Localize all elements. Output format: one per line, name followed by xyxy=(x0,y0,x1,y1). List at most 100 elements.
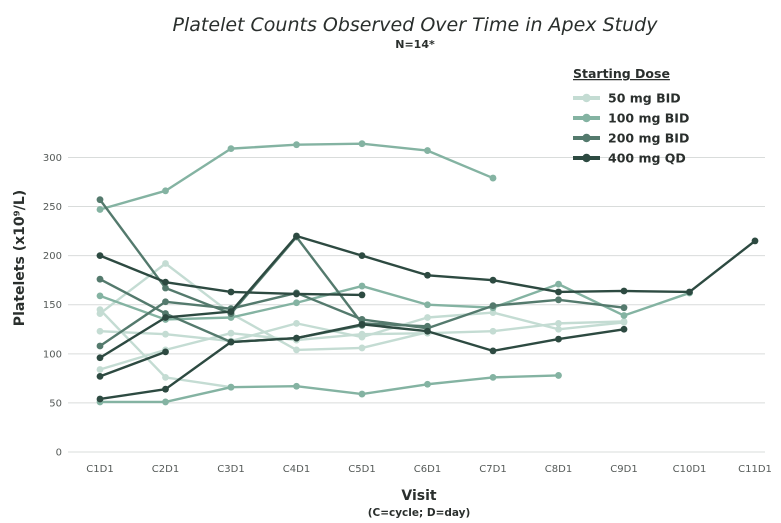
data-point xyxy=(489,302,497,310)
x-axis-ticks: C1D1 C2D1 C3D1 C4D1 C5D1 C6D1 C7D1 C8D1 C9D1 C10D… xyxy=(86,464,772,475)
data-point xyxy=(96,206,104,213)
data-point xyxy=(293,232,300,240)
data-point xyxy=(358,252,366,260)
data-point xyxy=(293,290,300,298)
legend-entry-50-mg: 50 mg BID xyxy=(573,91,681,106)
x-tick-label: C4D1 xyxy=(283,464,310,475)
y-tick-label: 250 xyxy=(43,202,62,213)
series-line xyxy=(99,198,428,328)
data-point xyxy=(162,284,169,292)
data-point xyxy=(424,147,431,154)
data-point xyxy=(96,342,104,350)
legend-swatch-marker xyxy=(582,113,591,123)
x-tick-label: C8D1 xyxy=(545,464,572,475)
y-tick-label: 300 xyxy=(43,153,62,164)
x-tick-label: C7D1 xyxy=(479,464,506,475)
series-line xyxy=(99,142,494,211)
legend-entry-200-mg: 200 mg BID xyxy=(573,131,689,146)
data-point xyxy=(358,316,366,323)
data-point xyxy=(751,237,759,245)
data-point xyxy=(424,271,431,279)
legend-label: 100 mg BID xyxy=(608,111,689,126)
x-tick-label: C11D1 xyxy=(738,464,772,475)
data-point xyxy=(620,318,628,325)
legend-entry-400-mg: 400 mg QD xyxy=(573,151,686,166)
series-lines xyxy=(96,140,759,406)
series-group-400-mg xyxy=(96,320,628,403)
data-point xyxy=(162,373,169,381)
x-tick-label: C2D1 xyxy=(152,464,179,475)
data-point xyxy=(162,260,169,267)
data-point xyxy=(227,383,235,391)
data-point xyxy=(489,174,497,182)
data-point xyxy=(227,338,235,346)
data-point xyxy=(555,319,562,327)
y-tick-label: 100 xyxy=(43,349,62,360)
data-point xyxy=(293,334,300,342)
legend-entry-100-mg: 100 mg BID xyxy=(573,111,689,126)
data-point xyxy=(489,373,497,381)
x-tick-label: C10D1 xyxy=(673,464,707,475)
x-tick-label: C3D1 xyxy=(217,464,244,475)
legend-swatch-marker xyxy=(582,153,591,163)
data-point xyxy=(358,291,366,299)
x-axis-subtitle: (C=cycle; D=day) xyxy=(368,507,471,519)
data-point xyxy=(293,382,300,390)
series-line xyxy=(100,374,559,404)
x-tick-label: C1D1 xyxy=(86,464,113,475)
data-point xyxy=(96,327,104,335)
data-point xyxy=(162,314,169,321)
x-tick-label: C6D1 xyxy=(414,464,441,475)
data-point xyxy=(162,398,169,406)
data-point xyxy=(162,348,169,356)
data-point xyxy=(358,140,366,148)
chart-title: Platelet Counts Observed Over Time in Ap… xyxy=(173,14,659,36)
data-point xyxy=(555,335,562,343)
data-point xyxy=(555,372,562,379)
data-point xyxy=(293,346,300,354)
data-point xyxy=(555,288,562,296)
x-tick-label: C5D1 xyxy=(348,464,375,475)
data-point xyxy=(555,296,562,304)
data-point xyxy=(620,325,628,333)
data-point xyxy=(162,385,169,393)
data-point xyxy=(96,395,104,403)
y-tick-label: 200 xyxy=(43,251,62,262)
data-point xyxy=(96,310,104,317)
series-line xyxy=(99,350,166,378)
data-point xyxy=(489,276,497,284)
legend-swatch-marker xyxy=(582,93,591,103)
data-point xyxy=(162,187,169,195)
data-point xyxy=(96,275,104,283)
series-group-100-mg xyxy=(96,372,562,406)
series-line xyxy=(99,282,690,321)
legend-title: Starting Dose xyxy=(573,66,670,81)
data-point xyxy=(620,287,628,295)
data-point xyxy=(227,308,235,315)
data-point xyxy=(555,325,562,333)
data-point xyxy=(620,304,628,312)
chart-subtitle: N=14* xyxy=(395,38,435,51)
data-point xyxy=(555,280,562,288)
data-point xyxy=(227,329,235,337)
data-point xyxy=(96,196,104,204)
y-tick-label: 50 xyxy=(49,398,62,409)
y-tick-label: 150 xyxy=(43,300,62,311)
data-point xyxy=(358,282,366,290)
y-axis-title: Platelets (x10⁹/L) xyxy=(12,190,28,326)
data-point xyxy=(96,252,104,260)
data-point xyxy=(489,327,497,335)
series-group-400-mg xyxy=(96,232,759,362)
data-point xyxy=(162,330,169,338)
data-point xyxy=(293,141,300,149)
data-point xyxy=(424,327,431,335)
data-point xyxy=(162,298,169,306)
series-group-400-mg xyxy=(96,348,169,380)
data-point xyxy=(358,344,366,352)
legend-label: 200 mg BID xyxy=(608,131,689,146)
series-line xyxy=(99,234,756,359)
data-point xyxy=(96,366,104,373)
data-point xyxy=(424,314,431,321)
data-point xyxy=(96,354,104,362)
legend-label: 400 mg QD xyxy=(608,151,686,166)
